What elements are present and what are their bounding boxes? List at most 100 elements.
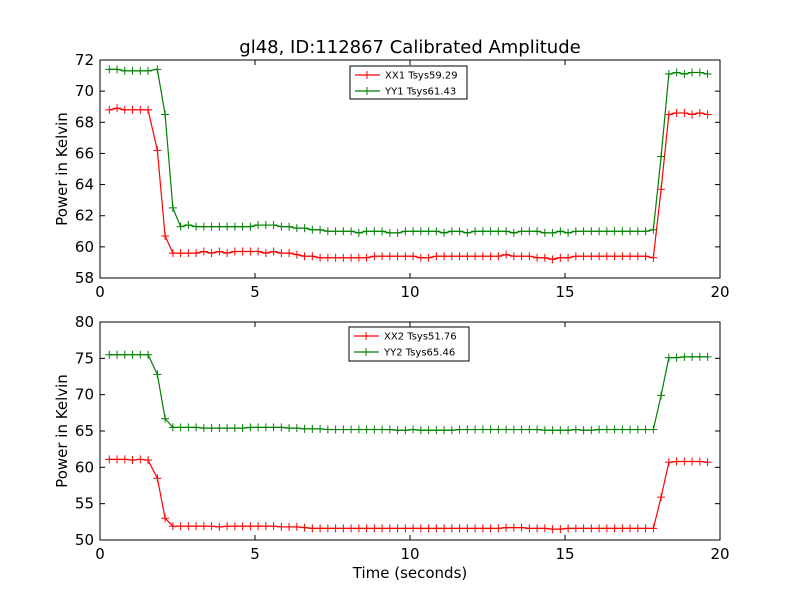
data-point [548, 255, 557, 264]
data-point [424, 227, 433, 236]
data-point [199, 247, 208, 256]
data-point [401, 227, 410, 236]
data-point [409, 425, 418, 434]
data-point [548, 426, 557, 435]
data-point [657, 185, 666, 194]
data-point [207, 424, 216, 433]
y-tick-label: 75 [75, 349, 94, 367]
data-point [144, 456, 153, 465]
data-point [261, 221, 270, 230]
data-point [649, 225, 658, 234]
data-point [292, 250, 301, 259]
data-point [120, 455, 129, 464]
data-point [113, 65, 122, 74]
data-point [502, 523, 511, 532]
data-point [292, 224, 301, 233]
data-point [447, 227, 456, 236]
y-tick-label: 60 [75, 458, 94, 476]
data-point [238, 222, 247, 231]
data-point [579, 426, 588, 435]
data-point [502, 250, 511, 259]
data-point [680, 457, 689, 466]
data-point [463, 252, 472, 261]
data-point [230, 247, 239, 256]
data-point [176, 423, 185, 432]
data-point [161, 414, 170, 423]
x-tick-label: 20 [710, 283, 729, 301]
data-point [440, 252, 449, 261]
data-point [695, 352, 704, 361]
data-point [223, 249, 232, 258]
data-point [447, 524, 456, 533]
data-point [207, 522, 216, 531]
data-point [161, 110, 170, 119]
data-point [385, 425, 394, 434]
data-point [128, 66, 137, 75]
data-point [571, 425, 580, 434]
data-point [626, 252, 635, 261]
data-point [564, 426, 573, 435]
data-point [401, 252, 410, 261]
data-point [672, 353, 681, 362]
data-point [455, 524, 464, 533]
data-point [509, 252, 518, 261]
data-point [168, 423, 177, 432]
data-point [223, 522, 232, 531]
data-point [184, 423, 193, 432]
data-point [316, 524, 325, 533]
legend-box [348, 326, 470, 362]
data-point [416, 253, 425, 262]
data-point [105, 455, 114, 464]
data-point [393, 426, 402, 435]
data-point [269, 423, 278, 432]
data-point [128, 456, 137, 465]
data-point [323, 524, 332, 533]
data-point [176, 249, 185, 258]
data-point [587, 252, 596, 261]
data-point [703, 70, 712, 79]
data-point [502, 425, 511, 434]
data-point [533, 227, 542, 236]
data-point [378, 524, 387, 533]
data-point [664, 70, 673, 79]
data-point [633, 252, 642, 261]
data-point [416, 426, 425, 435]
data-point [120, 66, 129, 75]
data-point [641, 252, 650, 261]
data-point [440, 228, 449, 237]
y-tick-label: 65 [75, 422, 94, 440]
data-point [695, 68, 704, 77]
y-tick-label: 50 [75, 531, 94, 549]
data-point [509, 523, 518, 532]
data-point [486, 425, 495, 434]
data-point [120, 105, 129, 114]
data-point [471, 252, 480, 261]
data-point [347, 227, 356, 236]
data-point [649, 524, 658, 533]
data-point [455, 227, 464, 236]
data-point [540, 426, 549, 435]
data-point [230, 522, 239, 531]
data-point [494, 252, 503, 261]
data-point [199, 522, 208, 531]
data-point [486, 524, 495, 533]
data-point [602, 227, 611, 236]
data-point [105, 105, 114, 114]
data-point [486, 252, 495, 261]
data-point [509, 228, 518, 237]
data-point [184, 522, 193, 531]
data-point [207, 249, 216, 258]
x-tick-label: 5 [250, 545, 260, 563]
legend-swatch-marker [362, 332, 370, 340]
data-point [199, 424, 208, 433]
legend: XX2 Tsys51.76 YY2 Tsys65.46 [348, 326, 470, 362]
data-point [215, 247, 224, 256]
data-point [587, 426, 596, 435]
data-point [285, 424, 294, 433]
data-point [478, 227, 487, 236]
y-tick-label: 66 [75, 144, 94, 162]
data-point [579, 252, 588, 261]
y-tick-label: 72 [75, 51, 94, 69]
data-point [626, 425, 635, 434]
data-point [300, 523, 309, 532]
